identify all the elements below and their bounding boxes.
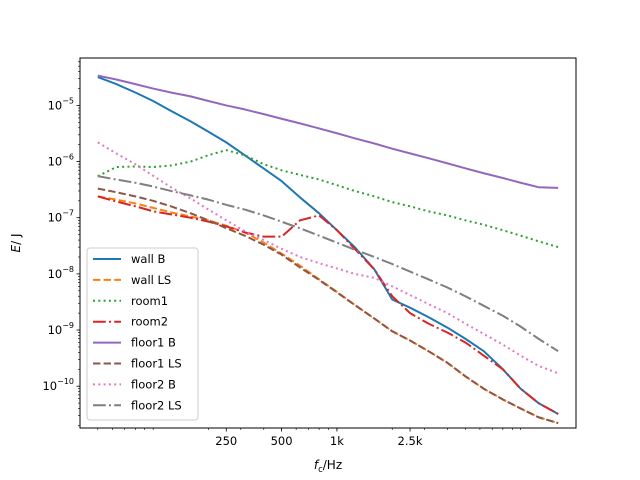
legend-label: wall LS xyxy=(131,273,171,287)
series-line-floor2-b xyxy=(97,141,559,375)
legend-box xyxy=(86,247,199,421)
y-tick-label: 10−6 xyxy=(48,153,74,169)
x-axis-label-unit: /Hz xyxy=(323,458,342,472)
legend-label: floor1 B xyxy=(131,336,176,350)
x-axis-label: fc/Hz xyxy=(314,458,342,475)
axes-ticks: 10−10 10−9 10−8 10−7 10−6 10−5 250 500 1k 2.5k xyxy=(42,61,521,448)
x-tick-label: 2.5k xyxy=(398,434,423,448)
series-line-wall-ls xyxy=(97,195,559,425)
x-tick-label: 1k xyxy=(330,434,344,448)
y-tick-label: 10−8 xyxy=(48,265,74,281)
plot-area xyxy=(97,74,559,425)
legend-label: floor2 LS xyxy=(131,398,182,412)
legend-label: floor1 LS xyxy=(131,357,182,371)
series-line-floor2-ls xyxy=(97,175,559,353)
legend: wall B wall LS room1 room2 floor1 B floor1 LS… xyxy=(86,247,199,421)
series-line-floor1-b xyxy=(97,74,559,189)
legend-label: wall B xyxy=(131,252,165,266)
y-tick-label: 10−7 xyxy=(48,209,74,225)
legend-label: room2 xyxy=(131,315,168,329)
y-tick-label: 10−9 xyxy=(48,321,74,337)
y-tick-label: 10−10 xyxy=(42,377,74,393)
series-line-room2 xyxy=(97,195,559,415)
x-axis-label-sub: c xyxy=(318,465,323,475)
x-tick-label: 250 xyxy=(215,434,237,448)
y-tick-label: 10−5 xyxy=(48,96,74,112)
legend-entries: wall B wall LS room1 room2 floor1 B floor1 LS… xyxy=(93,252,182,412)
y-axis-label-unit: / J xyxy=(9,234,23,245)
y-axis-label-main: E xyxy=(9,245,23,253)
series-line-floor1-ls xyxy=(97,187,559,425)
x-axis-label-main: f xyxy=(314,458,320,472)
series-line-room1 xyxy=(97,149,559,249)
legend-label: room1 xyxy=(131,294,168,308)
axes-frame xyxy=(79,57,577,429)
x-tick-label: 500 xyxy=(271,434,293,448)
legend-label: floor2 B xyxy=(131,377,176,391)
y-axis-label: E/ J xyxy=(9,234,23,253)
